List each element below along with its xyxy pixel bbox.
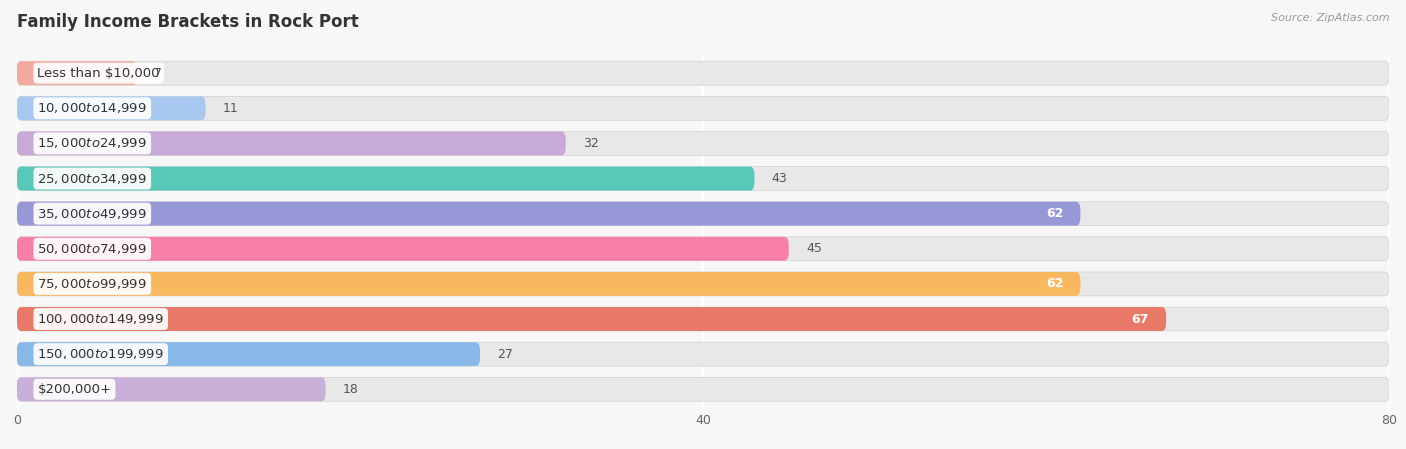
FancyBboxPatch shape xyxy=(17,61,136,85)
Text: $35,000 to $49,999: $35,000 to $49,999 xyxy=(38,207,148,220)
FancyBboxPatch shape xyxy=(17,377,1389,401)
Text: $15,000 to $24,999: $15,000 to $24,999 xyxy=(38,136,148,150)
FancyBboxPatch shape xyxy=(17,307,1389,331)
FancyBboxPatch shape xyxy=(17,167,755,190)
FancyBboxPatch shape xyxy=(17,202,1080,225)
Text: 62: 62 xyxy=(1046,207,1063,220)
Text: $100,000 to $149,999: $100,000 to $149,999 xyxy=(38,312,165,326)
FancyBboxPatch shape xyxy=(17,307,1166,331)
Text: Less than $10,000: Less than $10,000 xyxy=(38,67,160,79)
FancyBboxPatch shape xyxy=(17,132,1389,155)
FancyBboxPatch shape xyxy=(17,167,1389,190)
Text: 67: 67 xyxy=(1132,313,1149,326)
Text: 7: 7 xyxy=(155,67,162,79)
FancyBboxPatch shape xyxy=(17,237,1389,261)
Text: $200,000+: $200,000+ xyxy=(38,383,111,396)
Text: $75,000 to $99,999: $75,000 to $99,999 xyxy=(38,277,148,291)
Text: $50,000 to $74,999: $50,000 to $74,999 xyxy=(38,242,148,256)
FancyBboxPatch shape xyxy=(17,342,479,366)
FancyBboxPatch shape xyxy=(17,237,789,261)
Text: 18: 18 xyxy=(343,383,359,396)
FancyBboxPatch shape xyxy=(17,342,1389,366)
Text: $10,000 to $14,999: $10,000 to $14,999 xyxy=(38,101,148,115)
FancyBboxPatch shape xyxy=(17,132,565,155)
FancyBboxPatch shape xyxy=(17,97,1389,120)
Text: 45: 45 xyxy=(806,242,821,255)
Text: 27: 27 xyxy=(498,348,513,361)
Text: 32: 32 xyxy=(583,137,599,150)
FancyBboxPatch shape xyxy=(17,272,1080,296)
FancyBboxPatch shape xyxy=(17,202,1389,225)
Text: $150,000 to $199,999: $150,000 to $199,999 xyxy=(38,347,165,361)
Text: Source: ZipAtlas.com: Source: ZipAtlas.com xyxy=(1271,13,1389,23)
Text: Family Income Brackets in Rock Port: Family Income Brackets in Rock Port xyxy=(17,13,359,31)
Text: 11: 11 xyxy=(222,102,239,115)
FancyBboxPatch shape xyxy=(17,61,1389,85)
FancyBboxPatch shape xyxy=(17,377,326,401)
Text: $25,000 to $34,999: $25,000 to $34,999 xyxy=(38,172,148,185)
FancyBboxPatch shape xyxy=(17,97,205,120)
FancyBboxPatch shape xyxy=(17,272,1389,296)
Text: 62: 62 xyxy=(1046,277,1063,291)
Text: 43: 43 xyxy=(772,172,787,185)
